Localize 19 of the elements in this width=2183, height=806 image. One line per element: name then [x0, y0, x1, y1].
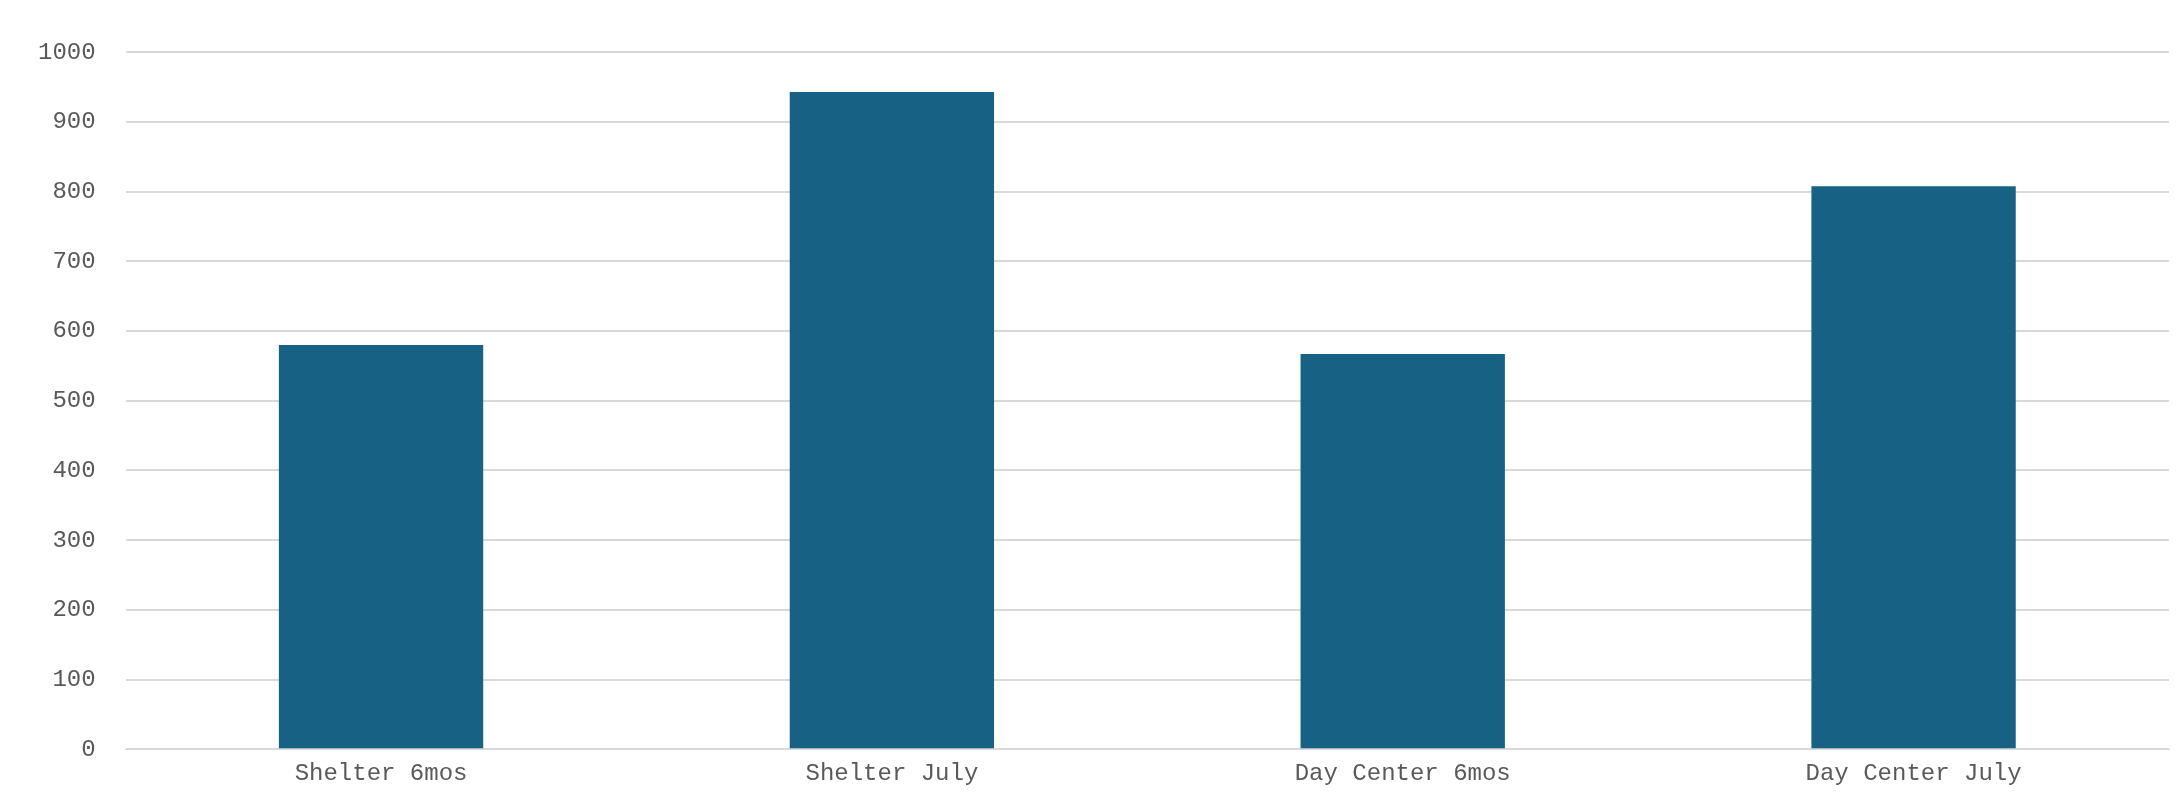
x-tick-label: Day Center 6mos — [1294, 759, 1511, 787]
y-tick-label: 200 — [52, 596, 96, 624]
x-tick-label: Shelter 6mos — [294, 759, 468, 787]
x-tick-label: Day Center July — [1805, 759, 2022, 787]
bar — [789, 92, 995, 749]
y-tick-label: 500 — [52, 387, 96, 415]
y-tick-label: 300 — [52, 526, 96, 554]
bar — [1300, 354, 1505, 749]
y-tick-label: 900 — [52, 108, 96, 136]
y-tick-label: 100 — [52, 665, 96, 693]
y-tick-label: 600 — [52, 317, 96, 345]
y-tick-label: 700 — [52, 247, 96, 275]
y-tick-label: 1000 — [38, 38, 96, 66]
y-tick-label: 0 — [81, 735, 96, 763]
y-tick-label: 800 — [52, 178, 96, 206]
y-tick-label: 400 — [52, 456, 96, 484]
x-tick-label: Shelter July — [805, 759, 979, 787]
bar — [278, 345, 484, 749]
bar — [1811, 186, 2016, 749]
